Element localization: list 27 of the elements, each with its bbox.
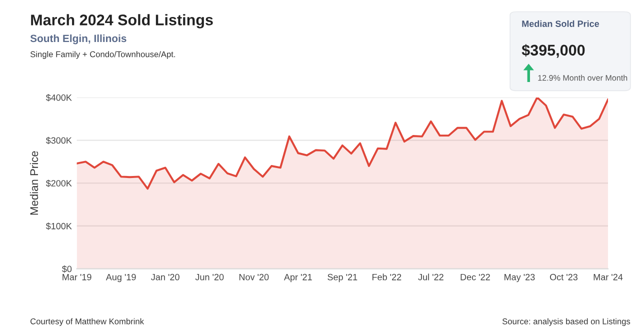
- x-tick-label: Aug '19: [106, 274, 136, 282]
- chart-title: March 2024 Sold Listings: [31, 14, 213, 28]
- source-note: Source: analysis based on Listings: [502, 318, 630, 326]
- text: 12.9% Month over Month: [538, 74, 628, 81]
- x-tick-label: Mar '19: [62, 274, 92, 280]
- y-tick-label: $200K: [46, 180, 72, 188]
- x-tick-label: Dec '22: [460, 274, 490, 280]
- y-tick-label: $300K: [46, 136, 72, 144]
- x-tick-label: Oct '23: [550, 274, 578, 280]
- x-tick-label: Mar '24: [594, 274, 623, 280]
- x-tick-label: Jun '20: [195, 274, 224, 280]
- x-tick-label: Apr '21: [284, 274, 312, 282]
- y-tick-label: $100K: [46, 222, 72, 230]
- text: Courtesy of Matthew Kombrink: [30, 318, 144, 326]
- x-tick-label: May '23: [504, 274, 535, 282]
- chart-subtitle: South Elgin, Illinois: [30, 34, 126, 44]
- text: $395,000: [522, 44, 585, 58]
- x-tick-label: Sep '21: [328, 274, 358, 282]
- y-axis-title: Median Price: [30, 151, 38, 215]
- x-tick-label: Feb '22: [372, 274, 402, 280]
- x-tick-label: Nov '20: [239, 274, 269, 280]
- x-tick-label: Jan '20: [151, 274, 180, 280]
- text: Single Family + Condo/Townhouse/Apt.: [30, 51, 175, 59]
- text: Median Sold Price: [522, 20, 600, 27]
- y-tick-label: $0: [62, 265, 72, 273]
- x-tick-label: Jul '22: [418, 274, 444, 280]
- y-tick-label: $400K: [46, 94, 72, 102]
